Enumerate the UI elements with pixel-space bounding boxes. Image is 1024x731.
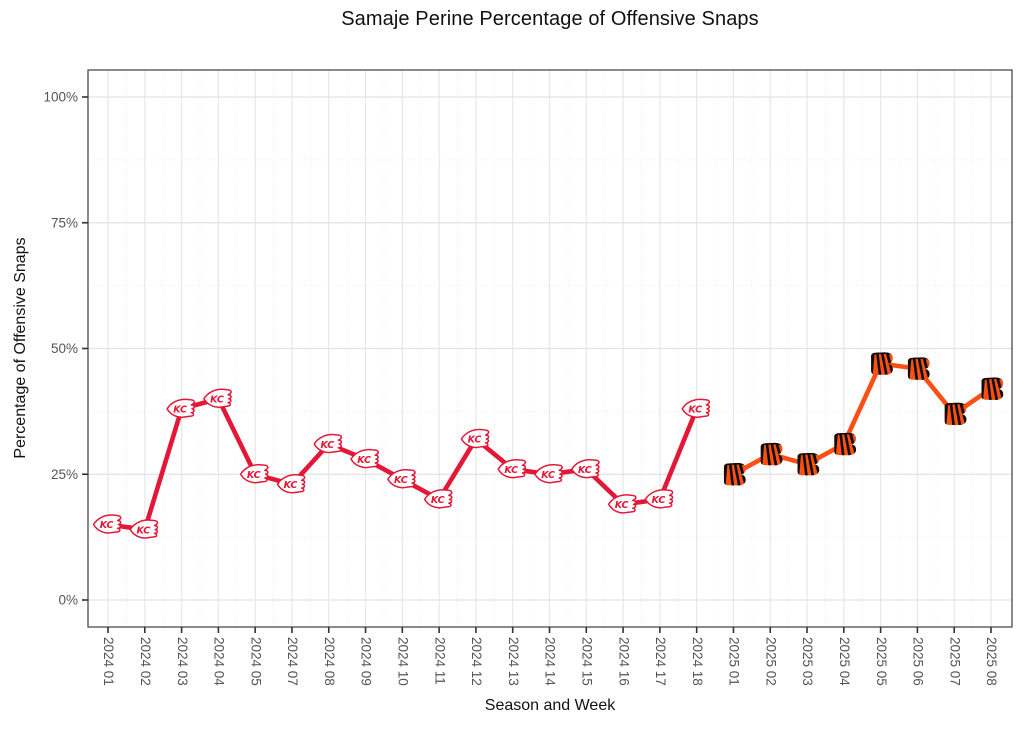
x-tick-label: 2024 05 (248, 637, 263, 686)
y-tick-label: 0% (58, 593, 78, 608)
x-tick-label: 2024 03 (175, 637, 190, 686)
x-tick-label: 2024 08 (322, 637, 337, 686)
x-tick-label: 2025 03 (800, 637, 815, 686)
x-tick-label: 2024 17 (653, 637, 668, 686)
y-tick-label: 100% (43, 90, 78, 105)
x-tick-label: 2024 18 (690, 637, 705, 686)
x-tick-label: 2024 01 (101, 637, 116, 686)
x-axis-title: Season and Week (484, 697, 616, 714)
x-tick-label: 2024 04 (212, 637, 227, 686)
x-tick-label: 2024 09 (359, 637, 374, 686)
x-tick-label: 2025 05 (874, 637, 889, 686)
x-tick-label: 2024 11 (432, 637, 447, 685)
x-tick-label: 2024 15 (579, 637, 594, 686)
x-tick-label: 2025 02 (763, 637, 778, 686)
x-tick-label: 2024 10 (396, 637, 411, 686)
chart-title: Samaje Perine Percentage of Offensive Sn… (341, 8, 759, 30)
y-tick-label: 25% (51, 467, 78, 482)
x-tick-label: 2024 13 (506, 637, 521, 686)
x-tick-label: 2025 01 (727, 637, 742, 686)
x-tick-label: 2025 08 (984, 637, 999, 686)
x-tick-label: 2025 04 (837, 637, 852, 686)
y-tick-label: 75% (51, 215, 78, 230)
x-tick-label: 2025 06 (911, 637, 926, 686)
x-tick-label: 2025 07 (947, 637, 962, 686)
x-tick-label: 2024 16 (616, 637, 631, 686)
x-tick-label: 2024 14 (543, 637, 558, 686)
y-tick-label: 50% (51, 341, 78, 356)
x-tick-label: 2024 02 (138, 637, 153, 686)
x-tick-label: 2024 07 (285, 637, 300, 686)
x-tick-label: 2024 12 (469, 637, 484, 686)
